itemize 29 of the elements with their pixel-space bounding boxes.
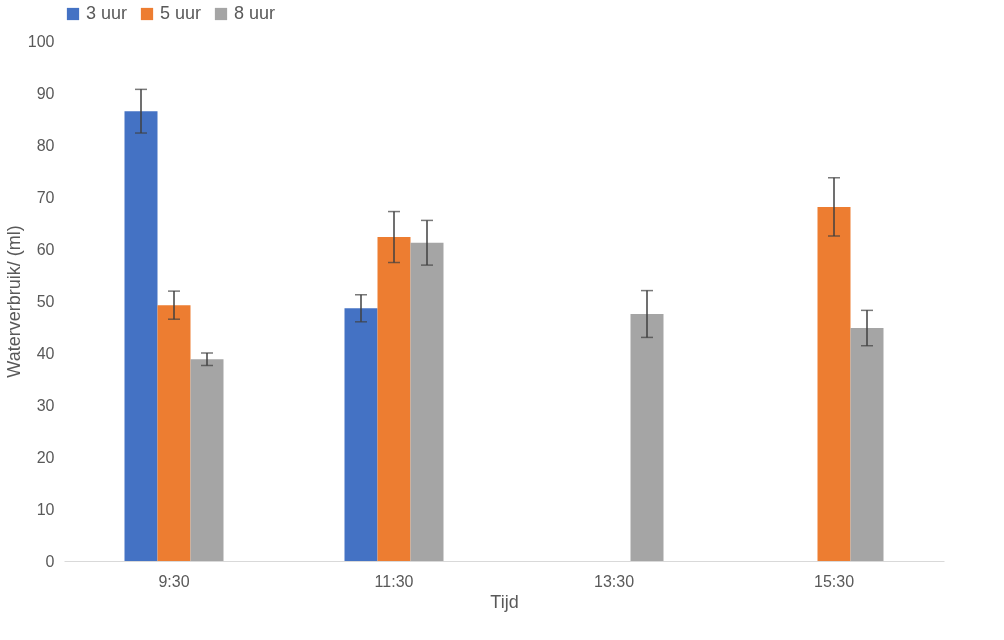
y-tick-label: 70 — [36, 188, 55, 206]
x-tick-label: 11:30 — [374, 572, 414, 590]
legend-label: 8 uur — [234, 3, 276, 23]
x-tick-label: 13:30 — [593, 572, 635, 590]
bar — [850, 328, 884, 561]
bar — [410, 242, 444, 561]
x-tick-label: 15:30 — [813, 572, 855, 590]
y-tick-label: 90 — [36, 84, 55, 102]
bar — [817, 206, 851, 561]
legend-label: 5 uur — [160, 3, 202, 23]
y-axis-title: Waterverbruik/ (ml) — [3, 225, 24, 378]
y-tick-label: 20 — [36, 448, 55, 466]
y-tick-label: 80 — [36, 136, 55, 154]
bar — [190, 359, 224, 561]
bar — [157, 305, 191, 561]
bar — [124, 111, 158, 561]
y-tick-label: 60 — [36, 240, 55, 258]
y-tick-label: 100 — [27, 32, 55, 50]
y-tick-label: 50 — [36, 292, 55, 310]
y-tick-label: 0 — [45, 552, 55, 570]
y-tick-label: 40 — [36, 344, 55, 362]
x-axis-title: Tijd — [490, 591, 519, 612]
bar — [377, 237, 411, 561]
bar — [630, 314, 664, 561]
legend-label: 3 uur — [86, 3, 128, 23]
y-tick-label: 30 — [36, 396, 55, 414]
y-tick-label: 10 — [36, 500, 55, 518]
bar — [344, 308, 378, 561]
x-tick-label: 9:30 — [158, 572, 190, 590]
